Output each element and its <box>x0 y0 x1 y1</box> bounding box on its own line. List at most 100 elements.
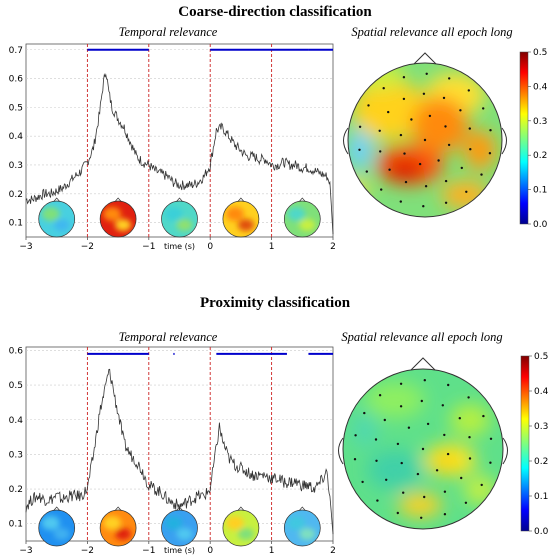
inset-blobs <box>164 207 193 231</box>
x-tick-label: 2 <box>330 242 336 252</box>
inset-nose <box>114 197 122 202</box>
electrode-dot <box>376 499 379 502</box>
inset-topomap <box>38 506 76 547</box>
electrode-dot <box>482 107 485 110</box>
inset-topomap <box>99 197 137 238</box>
electrode-dot <box>385 478 388 481</box>
inset-head-outline <box>161 509 198 547</box>
inset-blob <box>299 219 316 231</box>
electrode-dot <box>465 190 468 193</box>
x-axis-label: time (s) <box>164 546 195 555</box>
electrode-dot <box>400 461 403 465</box>
electrode-grid <box>353 379 493 519</box>
electrode-dot <box>399 133 403 137</box>
inset-blob <box>237 219 254 231</box>
relevance-trace <box>25 73 334 235</box>
inset-topomap <box>283 506 321 547</box>
x-tick-label: 1 <box>269 242 275 252</box>
inset-nose <box>299 506 306 511</box>
electrode-dot <box>444 179 448 183</box>
electrode-dot <box>358 125 362 128</box>
electrode-dot <box>468 127 471 130</box>
temporal-relevance-plot-coarse-direction: 0.1 0.2 0.3 0.4 0.5 0.6 0.7 −3 −2 −1 0 1 2 time (s) <box>9 43 336 252</box>
y-tick-label: 0.1 <box>9 219 23 229</box>
electrode-dot <box>458 417 461 420</box>
electrode-dot <box>378 394 382 397</box>
electrode-dot <box>361 480 364 484</box>
inset-nose <box>176 506 183 511</box>
section-2-temporal-subtitle: Temporal relevance <box>119 330 218 344</box>
electrode-dot <box>460 166 463 170</box>
head-outline <box>347 62 503 218</box>
colorbar-tick-label: 0.5 <box>534 352 548 362</box>
electrode-dot <box>480 483 483 487</box>
electrode-dot <box>422 92 426 96</box>
electrode-dot <box>399 382 403 385</box>
section-1-temporal-subtitle: Temporal relevance <box>119 25 218 39</box>
colorbar-gradient <box>519 51 529 225</box>
electrode-dot <box>441 404 444 407</box>
electrode-dot <box>422 205 425 208</box>
electrode-dot <box>416 472 420 476</box>
colorbar-tick-label: 0.0 <box>533 220 548 230</box>
inset-blob <box>103 207 122 221</box>
inset-topomap <box>161 506 198 547</box>
electrode-dot <box>446 452 450 456</box>
electrode-dot <box>402 491 405 494</box>
inset-blob <box>176 528 193 540</box>
inset-topomap <box>283 197 321 238</box>
inset-head-outline <box>99 509 137 547</box>
y-tick-label: 0.5 <box>9 381 23 391</box>
inset-head-outline <box>99 200 137 238</box>
electrode-dot <box>365 170 368 173</box>
section-2-title: Proximity classification <box>200 295 351 311</box>
inset-head-outline <box>38 509 76 547</box>
inset-nose <box>176 197 183 202</box>
electrode-dot <box>407 426 411 429</box>
inset-blob <box>164 516 183 530</box>
inset-head-outline <box>222 200 260 238</box>
y-tick-label: 0.5 <box>9 103 23 113</box>
inset-blob <box>115 219 132 231</box>
electrode-dot <box>423 379 426 382</box>
colorbar-gradient <box>520 355 530 532</box>
x-tick-label: −1 <box>142 242 155 252</box>
electrode-dot <box>443 513 447 516</box>
inset-blobs <box>164 516 193 540</box>
inset-fill <box>161 510 198 546</box>
y-tick-label: 0.2 <box>9 485 23 495</box>
inset-head-outline <box>38 200 76 238</box>
inset-fill <box>284 510 321 546</box>
colorbar-tick-label: 0.3 <box>534 422 548 432</box>
inset-nose <box>237 506 245 511</box>
electrode-dot <box>444 125 447 128</box>
electrode-dot <box>447 383 450 387</box>
right-ear <box>502 437 508 465</box>
electrode-dot <box>402 97 406 101</box>
electrode-dot <box>489 129 492 132</box>
y-tick-label: 0.6 <box>9 75 24 85</box>
electrode-dot <box>447 143 451 147</box>
electrode-dot <box>468 457 472 460</box>
inset-blob <box>164 207 183 221</box>
inset-fill <box>284 201 321 237</box>
inset-blob <box>287 207 306 221</box>
inset-fill <box>222 510 259 546</box>
inset-blob <box>53 528 70 540</box>
temporal-relevance-plot-proximity: 0.1 0.2 0.3 0.4 0.5 0.6 −3 −2 −1 0 1 2 time (s) <box>9 346 336 556</box>
section-1-spatial-subtitle: Spatial relevance all epoch long <box>351 25 512 39</box>
electrode-dot <box>420 516 423 519</box>
x-tick-label: −2 <box>81 242 94 252</box>
inset-blob <box>53 219 70 231</box>
electrode-dot <box>482 414 485 418</box>
electrode-dot <box>443 433 446 437</box>
electrode-dot <box>488 152 492 155</box>
electrode-dot <box>354 434 357 437</box>
inset-nose <box>237 197 245 202</box>
electrode-dot <box>388 168 391 171</box>
x-tick-label: 1 <box>269 546 275 556</box>
y-tick-label: 0.6 <box>9 346 24 356</box>
inset-blob <box>41 516 60 530</box>
electrode-dot <box>358 148 361 151</box>
inset-blobs <box>41 516 70 540</box>
